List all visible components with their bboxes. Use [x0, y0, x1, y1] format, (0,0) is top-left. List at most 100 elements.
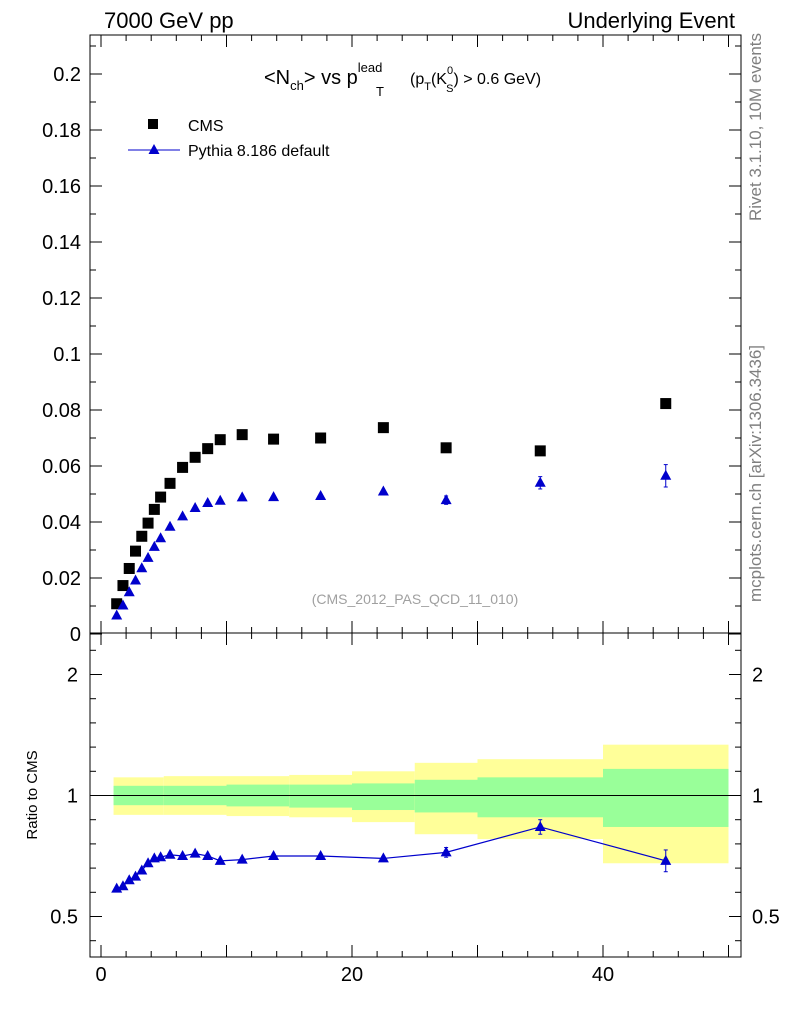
ratio-data-point	[142, 857, 154, 868]
cms-data-point	[117, 580, 129, 592]
ratio-y-tick-label-left: 2	[67, 665, 78, 687]
pythia-data-point	[177, 510, 189, 521]
ratio-data-point	[136, 864, 148, 875]
cms-data-point	[377, 422, 389, 434]
pythia-data-point	[214, 494, 226, 505]
cms-data-point	[268, 433, 280, 445]
ratio-data-point	[123, 874, 135, 885]
ratio-band-inner	[352, 783, 415, 811]
cms-data-point	[534, 445, 546, 457]
cms-data-point	[189, 451, 201, 463]
cms-data-point	[202, 443, 214, 455]
ratio-data-point	[236, 853, 248, 864]
pythia-data-point	[377, 485, 389, 496]
pythia-data-point	[117, 599, 129, 610]
analysis-watermark: (CMS_2012_PAS_QCD_11_010)	[312, 591, 519, 607]
ratio-band-inner	[603, 768, 729, 827]
main-y-tick-label: 0.02	[42, 568, 81, 590]
ratio-y-tick-label-right: 2	[752, 665, 763, 687]
ratio-panel: 0.5 0.51 12 20 20 40 Ratio to CMS	[24, 632, 780, 987]
pythia-data-point	[534, 476, 546, 487]
main-y-tick-labels: 0 0.02 0.04 0.06 0.08 0.1 0.12 0.14 0.16 0.18 0.2	[42, 64, 81, 646]
pythia-data-point	[189, 502, 201, 512]
ratio-data-point	[440, 846, 452, 857]
ratio-data-point	[268, 850, 280, 860]
cms-data-point	[164, 477, 176, 489]
ratio-band-inner	[477, 777, 603, 818]
ratio-y-tick-label-left: 0.5	[50, 907, 78, 929]
cms-data-point	[214, 434, 226, 446]
cms-data-point	[130, 545, 142, 557]
main-ticks	[90, 35, 741, 635]
pythia-data-point	[164, 520, 176, 531]
cms-data-point	[155, 491, 167, 503]
ratio-marks	[111, 819, 672, 893]
ratio-data-point	[189, 847, 201, 858]
main-y-tick-label: 0.1	[53, 344, 81, 366]
ratio-data-point	[155, 851, 167, 862]
ratio-y-axis-label: Ratio to CMS	[24, 750, 41, 839]
pythia-data-point	[440, 494, 452, 505]
main-y-tick-label: 0.2	[53, 64, 81, 86]
pythia-data-point	[148, 540, 160, 551]
pythia-data-point	[111, 609, 123, 620]
pythia-data-point	[315, 489, 327, 500]
pythia-data-point	[268, 491, 280, 502]
side-label-lower: mcplots.cern.ch [arXiv:1306.3436]	[746, 345, 765, 602]
ratio-data-point	[130, 870, 142, 881]
ratio-y-tick-label-left: 1	[67, 786, 78, 808]
cms-data-point	[236, 429, 248, 441]
pythia-data-point	[136, 562, 148, 573]
x-tick-label: 0	[95, 964, 106, 986]
legend-marker-cms	[148, 119, 158, 129]
ratio-data-point	[117, 880, 129, 891]
cms-data-point	[148, 503, 160, 515]
main-y-tick-label: 0.06	[42, 456, 81, 478]
ratio-data-point	[202, 850, 214, 860]
legend: CMS Pythia 8.186 default	[128, 118, 330, 160]
cms-data-point	[123, 562, 135, 574]
main-y-tick-label: 0.14	[42, 232, 81, 254]
pythia-data-point	[202, 496, 214, 507]
legend-label-cms: CMS	[188, 118, 224, 135]
pythia-data-point	[142, 551, 154, 562]
main-y-tick-label: 0	[70, 624, 81, 646]
pythia-data-point	[236, 491, 248, 502]
main-panel: 00.020.040.060.080.10.120.140.160.180.2 …	[42, 34, 742, 646]
side-label-upper: Rivet 3.1.10, 10M events	[746, 33, 765, 221]
pythia-data-point	[130, 574, 142, 585]
legend-label-pythia: Pythia 8.186 default	[188, 143, 330, 160]
x-tick-label: 40	[592, 964, 614, 986]
header-right: Underlying Event	[567, 8, 735, 33]
pythia-data-point	[123, 586, 135, 597]
legend-marker-pythia	[148, 144, 160, 154]
cms-data-point	[142, 517, 154, 529]
ratio-band-inner	[414, 779, 478, 813]
main-y-tick-label: 0.08	[42, 400, 81, 422]
ratio-tick-labels: 0.5 0.51 12 20 20 40	[50, 665, 780, 987]
ratio-band-inner	[289, 784, 352, 808]
ratio-data-point	[377, 852, 389, 863]
main-y-tick-label: 0.12	[42, 288, 81, 310]
header-left: 7000 GeV pp	[104, 8, 234, 33]
cms-data-point	[136, 530, 148, 542]
ratio-data-point	[534, 820, 546, 831]
ratio-y-tick-label-right: 0.5	[752, 907, 780, 929]
cms-data-point	[111, 598, 123, 610]
ratio-ticks	[90, 633, 741, 957]
ratio-bands	[113, 744, 729, 864]
plot-title: <Nch> vs plead	[264, 60, 382, 93]
cms-data-point	[315, 432, 327, 444]
plot-title-subscript: T	[376, 84, 384, 99]
ratio-data-point	[660, 854, 672, 865]
main-marks	[111, 398, 672, 620]
ratio-y-tick-label-right: 1	[752, 786, 763, 808]
cms-data-point	[177, 461, 189, 473]
pythia-data-point	[660, 469, 672, 480]
ratio-data-point	[214, 854, 226, 865]
pythia-data-point	[155, 532, 167, 543]
x-tick-label: 20	[341, 964, 363, 986]
ratio-data-point	[177, 850, 189, 860]
main-y-tick-label: 0.16	[42, 176, 81, 198]
